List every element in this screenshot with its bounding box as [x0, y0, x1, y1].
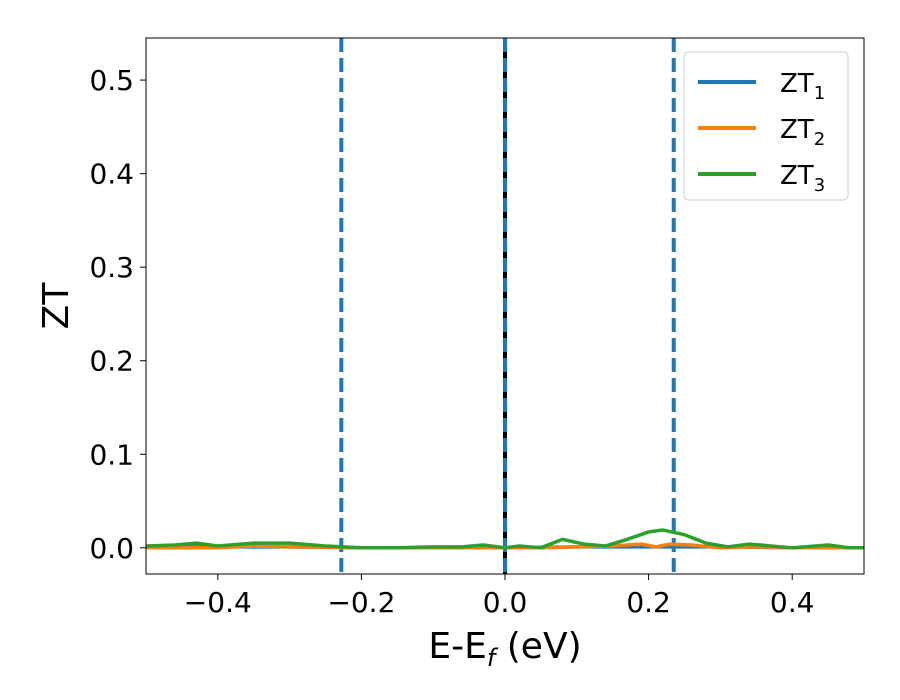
y-axis-label: ZT — [36, 282, 77, 330]
y-tick-label: 0.4 — [89, 158, 134, 191]
reference-lines — [339, 38, 676, 574]
legend-label-zt2: ZT2 — [780, 115, 825, 150]
legend: ZT1 ZT2 ZT3 — [683, 51, 849, 201]
series-layer — [146, 528, 864, 550]
x-tick-label: 0.2 — [626, 586, 671, 619]
y-tick-label: 0.5 — [89, 64, 134, 97]
legend-box — [683, 51, 849, 201]
x-ticks: −0.4 −0.2 0.0 0.2 0.4 — [184, 574, 815, 619]
legend-label-zt1: ZT1 — [780, 69, 825, 104]
x-tick-label: 0.4 — [770, 586, 815, 619]
y-tick-label: 0.3 — [89, 251, 134, 284]
legend-items: ZT1 ZT2 ZT3 — [698, 69, 825, 196]
y-ticks: 0.0 0.1 0.2 0.3 0.4 0.5 — [89, 64, 146, 565]
series-line-zt3 — [146, 528, 864, 550]
x-axis-label: E-Ef (eV) — [428, 626, 581, 672]
y-tick-label: 0.1 — [89, 438, 134, 471]
x-axis-label-rest: (eV) — [495, 626, 581, 667]
legend-label-zt3: ZT3 — [780, 161, 825, 196]
x-tick-label: 0.0 — [483, 586, 528, 619]
y-tick-label: 0.2 — [89, 345, 134, 378]
x-tick-label: −0.2 — [327, 586, 395, 619]
y-tick-label: 0.0 — [89, 532, 134, 565]
x-axis-label-main: E-E — [428, 626, 486, 667]
x-tick-label: −0.4 — [184, 586, 252, 619]
